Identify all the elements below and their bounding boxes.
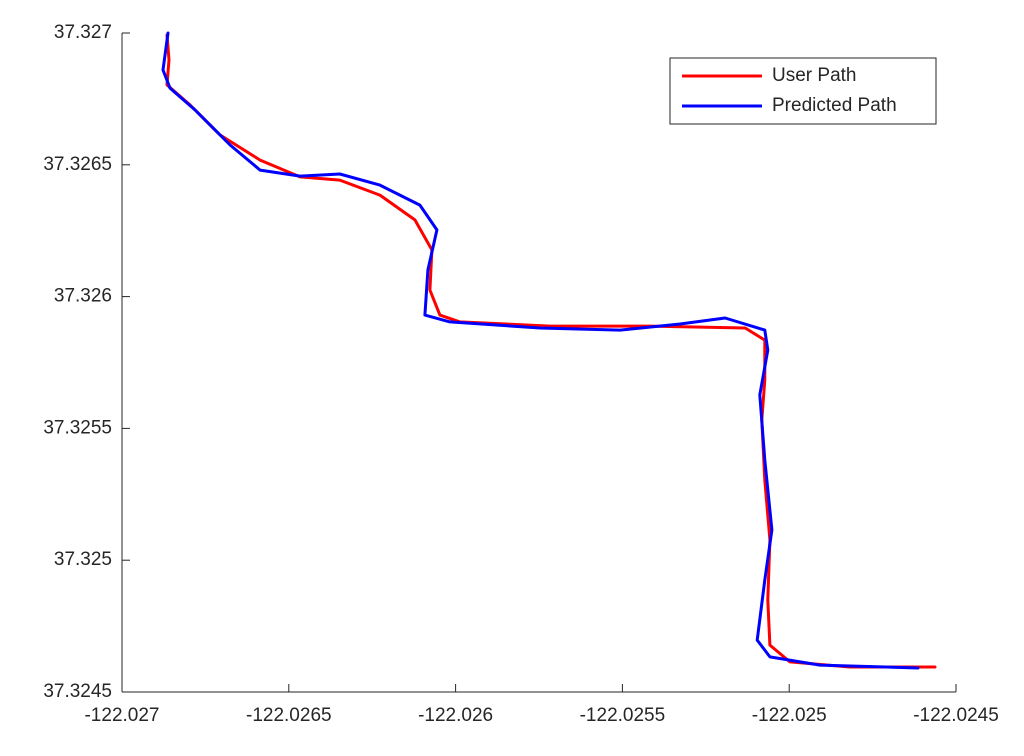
legend: User Path Predicted Path [669,57,937,125]
y-tick-label: 37.3265 [43,154,112,175]
x-tick-label: -122.0245 [913,705,999,726]
y-tick-label: 37.3245 [43,681,112,702]
x-tick-label: -122.027 [84,705,159,726]
y-tick-label: 37.326 [54,286,112,307]
legend-box [669,57,937,125]
y-tick-label: 37.325 [54,549,112,570]
y-tick-label: 37.327 [54,22,112,43]
series-line [165,33,937,669]
legend-label: Predicted Path [772,95,897,116]
x-tick-label: -122.026 [418,705,493,726]
x-tick-label: -122.025 [752,705,827,726]
series-line [161,31,920,670]
x-tick-label: -122.0255 [580,705,666,726]
x-tick-label: -122.0265 [246,705,332,726]
legend-label: User Path [772,65,856,86]
y-tick-label: 37.3255 [43,417,112,438]
